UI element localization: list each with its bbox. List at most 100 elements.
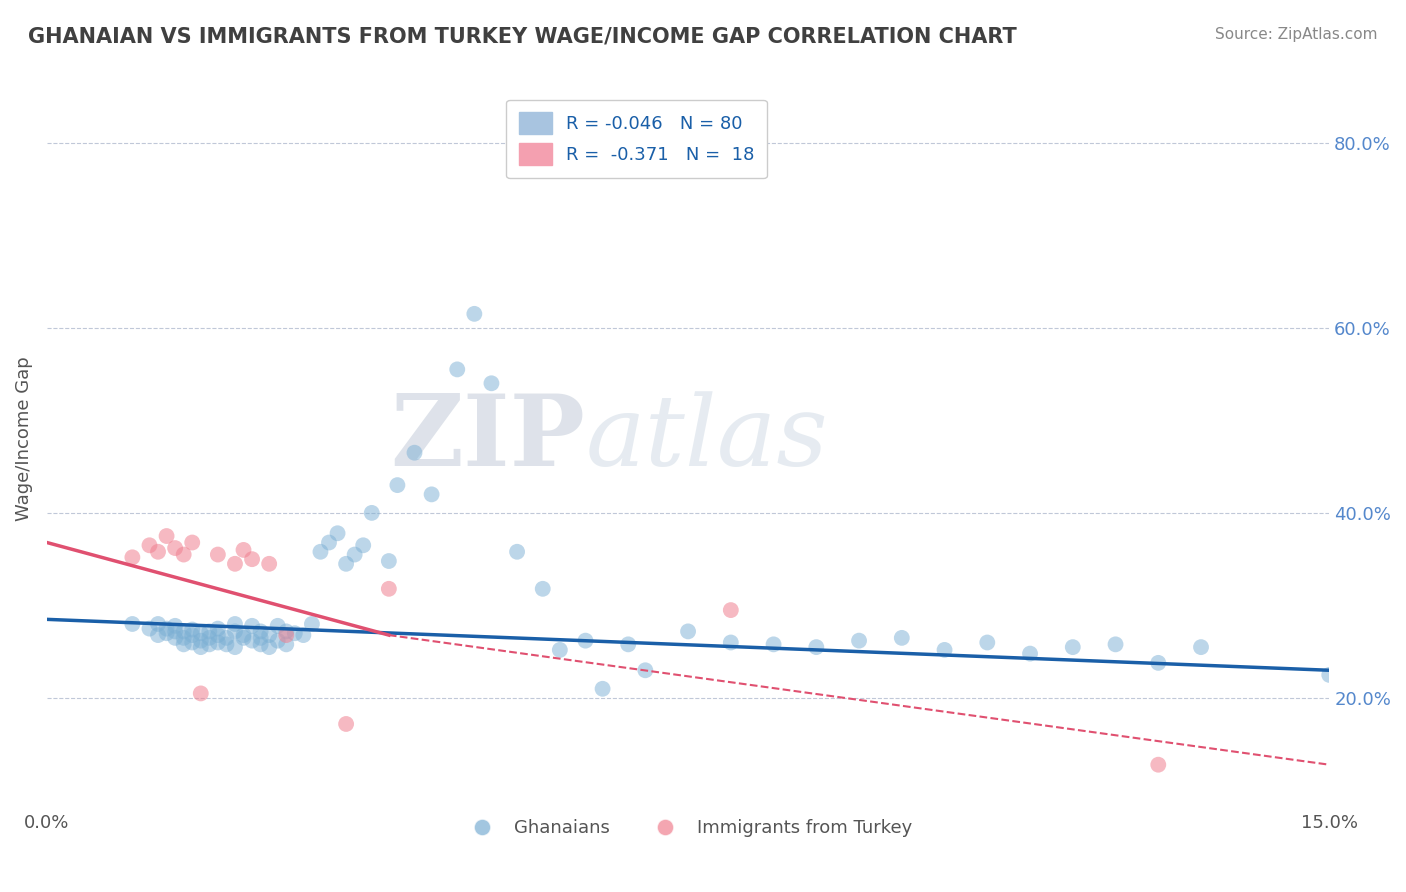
Point (343, 548, 366, 562)
Point (173, 637, 195, 651)
Point (309, 545, 332, 559)
Point (249, 637, 271, 651)
Point (190, 686, 212, 700)
Point (420, 487, 443, 501)
Point (173, 548, 195, 562)
Point (146, 545, 169, 559)
Point (249, 631, 271, 645)
Point (592, 681, 614, 696)
Point (240, 633, 263, 648)
Point (276, 637, 298, 651)
Point (634, 663, 657, 677)
Point (181, 628, 204, 642)
Point (146, 628, 169, 642)
Point (387, 478, 409, 492)
Point (224, 557, 246, 571)
Point (335, 717, 357, 731)
Point (173, 624, 195, 639)
Point (1147, 656, 1170, 670)
Point (257, 640, 280, 654)
Point (848, 633, 870, 648)
Point (138, 622, 160, 636)
Point (190, 633, 212, 648)
Point (146, 617, 169, 632)
Point (762, 637, 785, 651)
Point (267, 619, 290, 633)
Point (548, 643, 571, 657)
Point (249, 624, 271, 639)
Point (617, 637, 640, 651)
Y-axis label: Wage/Income Gap: Wage/Income Gap (15, 357, 32, 521)
Point (207, 548, 229, 562)
Point (173, 631, 195, 645)
Text: GHANAIAN VS IMMIGRANTS FROM TURKEY WAGE/INCOME GAP CORRELATION CHART: GHANAIAN VS IMMIGRANTS FROM TURKEY WAGE/… (28, 27, 1017, 46)
Point (232, 628, 254, 642)
Text: atlas: atlas (585, 392, 828, 486)
Point (1062, 640, 1084, 654)
Point (934, 643, 956, 657)
Point (276, 624, 298, 639)
Point (181, 623, 204, 637)
Point (720, 635, 742, 649)
Point (326, 526, 349, 541)
Point (155, 626, 177, 640)
Point (155, 622, 177, 636)
Point (207, 628, 229, 642)
Point (676, 624, 699, 639)
Point (481, 376, 503, 391)
Point (301, 617, 323, 632)
Legend: Ghanaians, Immigrants from Turkey: Ghanaians, Immigrants from Turkey (457, 812, 920, 845)
Point (1147, 757, 1170, 772)
Point (276, 628, 298, 642)
Point (890, 631, 912, 645)
Text: Source: ZipAtlas.com: Source: ZipAtlas.com (1215, 27, 1378, 42)
Point (360, 506, 382, 520)
Point (292, 628, 315, 642)
Point (720, 603, 742, 617)
Point (215, 631, 238, 645)
Point (257, 557, 280, 571)
Point (378, 582, 401, 596)
Point (165, 541, 187, 555)
Point (232, 631, 254, 645)
Point (198, 631, 221, 645)
Point (574, 633, 596, 648)
Point (121, 550, 143, 565)
Point (121, 617, 143, 632)
Point (207, 635, 229, 649)
Point (224, 624, 246, 639)
Point (352, 538, 374, 552)
Point (181, 535, 204, 549)
Point (284, 626, 307, 640)
Point (335, 557, 357, 571)
Point (138, 538, 160, 552)
Point (165, 624, 187, 639)
Text: ZIP: ZIP (391, 391, 585, 487)
Point (224, 617, 246, 632)
Point (404, 446, 426, 460)
Point (1189, 640, 1212, 654)
Point (240, 619, 263, 633)
Point (446, 362, 468, 376)
Point (806, 640, 828, 654)
Point (1317, 668, 1340, 682)
Point (207, 622, 229, 636)
Point (267, 633, 290, 648)
Point (1104, 637, 1126, 651)
Point (1019, 647, 1042, 661)
Point (531, 582, 554, 596)
Point (378, 554, 401, 568)
Point (215, 637, 238, 651)
Point (198, 624, 221, 639)
Point (463, 307, 485, 321)
Point (181, 635, 204, 649)
Point (257, 628, 280, 642)
Point (232, 543, 254, 558)
Point (224, 640, 246, 654)
Point (190, 626, 212, 640)
Point (976, 635, 998, 649)
Point (165, 619, 187, 633)
Point (318, 535, 340, 549)
Point (506, 545, 529, 559)
Point (165, 631, 187, 645)
